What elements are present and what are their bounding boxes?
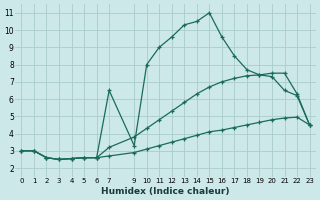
X-axis label: Humidex (Indice chaleur): Humidex (Indice chaleur): [101, 187, 230, 196]
